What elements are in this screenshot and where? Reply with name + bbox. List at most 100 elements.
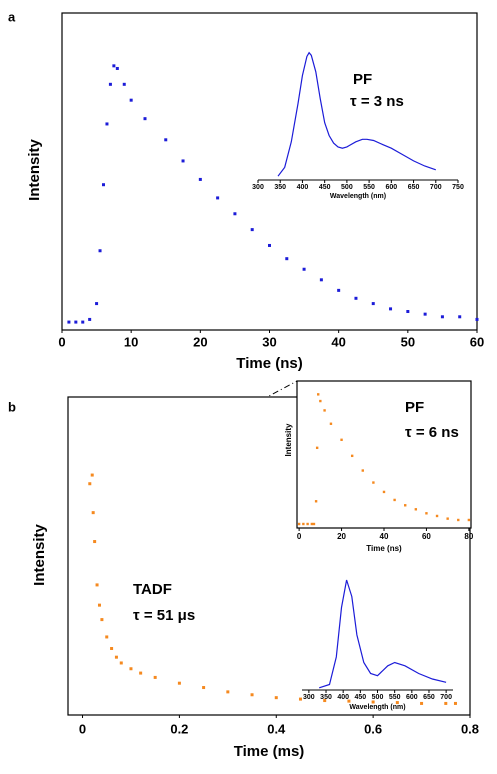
point bbox=[74, 320, 78, 324]
point bbox=[88, 482, 92, 486]
point bbox=[110, 647, 114, 651]
x-tick-label: 30 bbox=[262, 334, 276, 349]
point bbox=[340, 438, 343, 441]
point bbox=[95, 583, 99, 587]
point bbox=[298, 697, 302, 701]
point bbox=[393, 498, 396, 502]
x-axis-label: Wavelength (nm) bbox=[330, 193, 386, 200]
x-axis-label: Time (ms) bbox=[234, 743, 305, 760]
annotation: TADF bbox=[133, 581, 172, 598]
point bbox=[372, 481, 375, 484]
point bbox=[389, 307, 393, 311]
point bbox=[164, 138, 168, 142]
x-tick-label: 300 bbox=[303, 694, 315, 701]
point bbox=[475, 317, 479, 321]
point bbox=[114, 655, 118, 659]
point bbox=[425, 512, 428, 515]
point bbox=[337, 288, 341, 292]
point bbox=[444, 701, 448, 705]
point bbox=[198, 177, 202, 181]
point bbox=[404, 504, 407, 507]
x-tick-label: 80 bbox=[464, 532, 473, 541]
x-tick-label: 650 bbox=[423, 694, 435, 701]
point bbox=[319, 399, 322, 403]
point bbox=[302, 267, 306, 271]
point bbox=[95, 302, 99, 306]
point bbox=[312, 522, 316, 526]
point bbox=[371, 302, 375, 306]
point bbox=[153, 675, 157, 679]
y-axis-label: Intensity bbox=[284, 423, 293, 456]
y-axis-label: Intensity bbox=[31, 524, 48, 586]
point bbox=[250, 228, 254, 232]
annotation: PF bbox=[353, 71, 372, 88]
x-tick-label: 350 bbox=[320, 694, 332, 701]
x-tick-label: 0.6 bbox=[364, 721, 382, 736]
point bbox=[395, 701, 399, 705]
point bbox=[115, 66, 119, 70]
point bbox=[467, 518, 471, 522]
point bbox=[90, 473, 94, 477]
x-axis-label: Time (ns) bbox=[366, 544, 402, 553]
x-tick-label: 20 bbox=[337, 532, 346, 541]
point bbox=[285, 257, 289, 261]
point bbox=[91, 511, 95, 515]
point bbox=[310, 522, 314, 526]
x-tick-label: 60 bbox=[422, 532, 431, 541]
point bbox=[139, 671, 143, 675]
x-tick-label: 10 bbox=[124, 334, 138, 349]
panel-label: a bbox=[8, 9, 16, 24]
point bbox=[93, 540, 97, 544]
point bbox=[119, 661, 123, 665]
point bbox=[458, 315, 462, 319]
x-axis-label: Wavelength (nm) bbox=[349, 704, 405, 711]
point bbox=[323, 409, 326, 412]
point bbox=[108, 82, 112, 86]
x-tick-label: 700 bbox=[440, 694, 452, 701]
point bbox=[414, 508, 418, 511]
point bbox=[181, 159, 185, 163]
x-tick-label: 40 bbox=[331, 334, 345, 349]
point bbox=[100, 618, 104, 622]
x-tick-label: 0.8 bbox=[461, 721, 479, 736]
point bbox=[274, 696, 278, 700]
x-tick-label: 0.4 bbox=[267, 721, 286, 736]
point bbox=[302, 522, 305, 526]
point bbox=[143, 117, 147, 121]
point bbox=[406, 310, 410, 314]
x-tick-label: 550 bbox=[363, 184, 375, 191]
point bbox=[354, 296, 358, 300]
point bbox=[88, 317, 92, 321]
point bbox=[81, 320, 85, 324]
point bbox=[67, 320, 71, 324]
point bbox=[329, 422, 333, 425]
point bbox=[202, 686, 206, 690]
x-tick-label: 550 bbox=[389, 694, 401, 701]
point bbox=[319, 278, 323, 282]
x-tick-label: 750 bbox=[452, 184, 464, 191]
spectrum-line bbox=[277, 51, 436, 177]
x-tick-label: 400 bbox=[337, 694, 349, 701]
x-tick-label: 60 bbox=[470, 334, 484, 349]
point bbox=[453, 701, 457, 705]
point bbox=[314, 500, 318, 503]
point bbox=[297, 522, 301, 526]
annotation: τ = 51 μs bbox=[133, 607, 195, 624]
x-tick-label: 0.2 bbox=[170, 721, 188, 736]
x-tick-label: 0 bbox=[297, 532, 302, 541]
point bbox=[97, 603, 101, 607]
point bbox=[226, 690, 230, 694]
point bbox=[129, 667, 133, 671]
plot-frame bbox=[61, 12, 478, 331]
x-tick-label: 650 bbox=[408, 184, 420, 191]
point bbox=[105, 635, 109, 639]
x-tick-label: 20 bbox=[193, 334, 207, 349]
annotation: τ = 3 ns bbox=[350, 93, 404, 110]
point bbox=[382, 490, 386, 494]
point bbox=[216, 196, 220, 200]
y-axis-label: Intensity bbox=[26, 139, 43, 201]
x-tick-label: 50 bbox=[401, 334, 415, 349]
point bbox=[371, 700, 375, 704]
point bbox=[105, 122, 109, 126]
x-tick-label: 350 bbox=[274, 184, 286, 191]
